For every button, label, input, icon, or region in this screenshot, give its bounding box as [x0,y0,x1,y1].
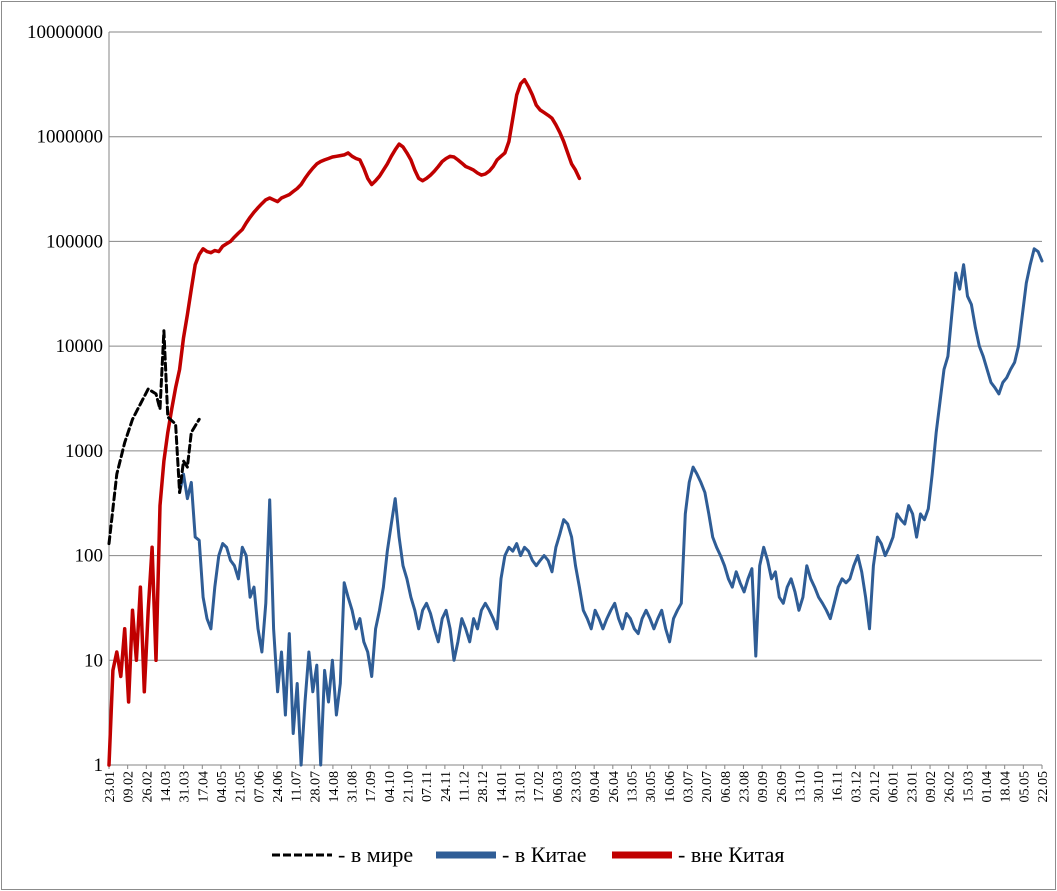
x-tick-label: 26.02 [140,771,155,803]
x-tick-label: 17.02 [532,771,547,803]
series-line-1 [178,247,1044,767]
x-tick-label: 06.03 [551,771,566,803]
x-tick-label: 07.11 [420,771,435,802]
x-tick-label: 13.10 [793,771,808,803]
x-tick-label: 03.07 [681,771,696,803]
x-tick-label: 21.10 [402,771,417,803]
x-tick-label: 14.01 [495,771,510,803]
x-tick-label: 24.06 [271,771,286,803]
grid-lines [109,31,1042,661]
x-tick-label: 09.09 [756,771,771,803]
x-tick-label: 11.12 [458,771,473,802]
x-tick-label: 31.01 [514,771,529,803]
legend: - в мире - в Китае - вне Китая [272,842,784,867]
y-tick-label: 1 [94,755,104,776]
series-line-0 [107,329,201,546]
x-tick-label: 20.07 [700,771,715,803]
legend-label: - в мире [338,842,413,867]
x-tick-label: 26.09 [775,771,790,803]
x-tick-label: 09.04 [588,771,603,803]
x-tick-label: 06.01 [887,771,902,803]
series-line-2 [107,77,582,767]
x-tick-label: 14.08 [327,771,342,803]
y-tick-label: 10000000 [27,22,103,43]
x-tick-label: 30.05 [644,771,659,803]
x-tick-label: 11.07 [290,771,305,802]
x-tick-label: 17.04 [196,771,211,803]
x-tick-label: 13.05 [625,771,640,803]
x-tick-label: 01.04 [980,771,995,803]
x-tick-label: 30.10 [812,771,827,803]
x-tick-label: 23.01 [905,771,920,803]
x-tick-label: 23.08 [737,771,752,803]
y-tick-label: 10000 [56,336,104,357]
x-tick-label: 09.02 [122,771,137,803]
y-tick-label: 100000 [46,231,103,252]
legend-label: - вне Китая [678,842,784,867]
y-tick-label: 100 [75,546,104,567]
y-tick-label: 1000000 [37,127,104,148]
x-tick-label: 26.04 [607,771,622,803]
x-tick-label: 21.05 [234,771,249,803]
x-tick-label: 07.06 [252,771,267,803]
x-tick-label: 31.03 [178,771,193,803]
x-tick-label: 26.02 [943,771,958,803]
x-tick-label: 09.02 [924,771,939,803]
x-tick-label: 28.07 [308,771,323,803]
x-tick-label: 06.08 [719,771,734,803]
legend-label: - в Китае [502,842,587,867]
x-tick-label: 23.01 [103,771,118,803]
x-tick-label: 04.05 [215,771,230,803]
x-tick-label: 04.10 [383,771,398,803]
x-tick-label: 16.11 [831,771,846,802]
x-axis-ticks: 23.01 09.02 26.02 14.03 31.03 17.04 04.05 21.05… [103,765,1051,803]
x-tick-label: 16.06 [663,771,678,803]
x-tick-label: 15.03 [961,771,976,803]
x-tick-label: 24.11 [439,771,454,802]
axes [108,32,1042,766]
x-tick-label: 05.05 [1017,771,1032,803]
x-tick-label: 03.12 [849,771,864,803]
series-lines [107,77,1044,767]
y-tick-label: 10 [84,650,103,671]
x-tick-label: 20.12 [868,771,883,803]
x-tick-label: 22.05 [1036,771,1051,803]
x-tick-label: 23.03 [570,771,585,803]
x-tick-label: 28.12 [476,771,491,803]
x-tick-label: 17.09 [364,771,379,803]
y-axis-ticks: 1 10 100 1000 10000 100000 1000000 10000000 [27,22,103,776]
x-tick-label: 31.08 [346,771,361,803]
x-tick-label: 18.04 [999,771,1014,803]
x-tick-label: 14.03 [159,771,174,803]
y-tick-label: 1000 [65,441,103,462]
